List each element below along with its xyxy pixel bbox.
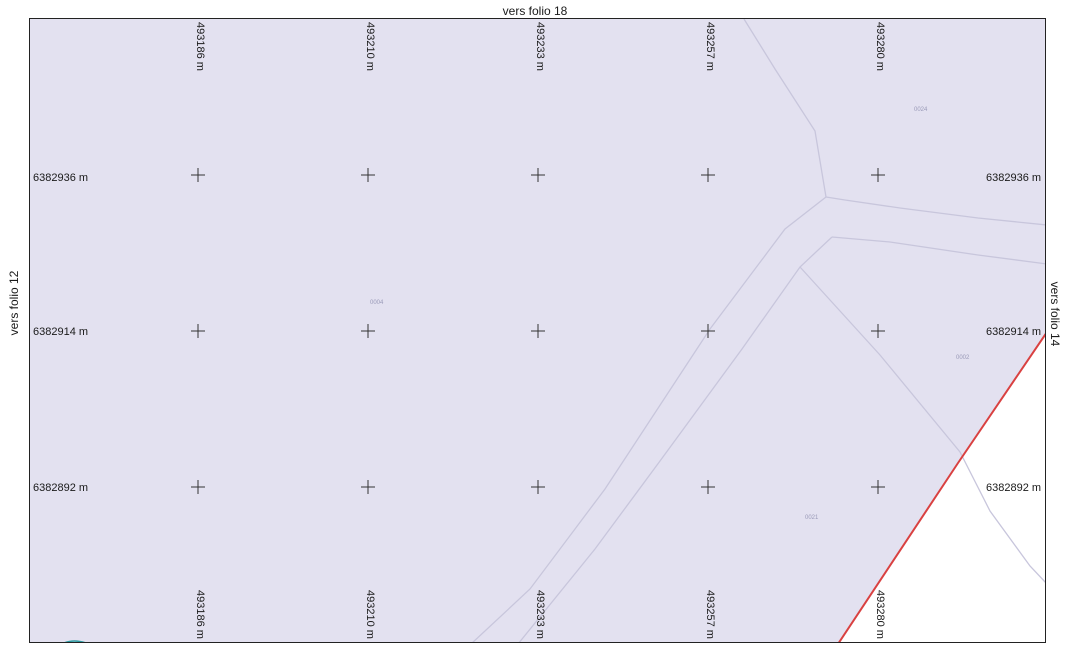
grid-crosses	[191, 168, 885, 494]
grid-cross-1-1	[191, 168, 205, 182]
parcel-label-0002[interactable]: 0002	[956, 355, 970, 361]
road-lines	[472, 19, 1045, 642]
road-line-5	[518, 236, 833, 642]
easting-top-4: 493257 m	[704, 22, 716, 71]
northing-right-3: 6382892 m	[986, 482, 1042, 494]
road-line-2	[825, 196, 1045, 226]
road-line-4	[831, 236, 1045, 265]
grid-cross-5-3	[871, 480, 885, 494]
grid-cross-1-3	[191, 480, 205, 494]
grid-cross-3-2	[531, 324, 545, 338]
parcel-divider	[799, 266, 1045, 583]
teal-mark	[64, 640, 86, 642]
edge-label-right: vers folio 14	[1048, 281, 1062, 347]
easting-top-3: 493233 m	[534, 22, 546, 71]
grid-cross-4-3	[701, 480, 715, 494]
northing-left-3: 6382892 m	[33, 482, 89, 494]
northing-left-1: 6382936 m	[33, 172, 89, 184]
easting-bottom-2: 493210 m	[364, 590, 376, 639]
boundary-line	[838, 333, 1045, 642]
northing-right-2: 6382914 m	[986, 326, 1042, 338]
grid-cross-2-2	[361, 324, 375, 338]
grid-cross-3-1	[531, 168, 545, 182]
map-frame[interactable]: 493186 m 493210 m 493233 m 493257 m 4932…	[29, 18, 1046, 643]
easting-bottom-3: 493233 m	[534, 590, 546, 639]
road-line-3	[472, 196, 827, 642]
easting-bottom-4: 493257 m	[704, 590, 716, 639]
grid-cross-5-2	[871, 324, 885, 338]
easting-top-2: 493210 m	[364, 22, 376, 71]
easting-bottom-5: 493280 m	[874, 590, 886, 639]
easting-top-1: 493186 m	[194, 22, 206, 71]
grid-cross-5-1	[871, 168, 885, 182]
grid-cross-1-2	[191, 324, 205, 338]
edge-label-left: vers folio 12	[7, 270, 21, 336]
parcel-label-0021[interactable]: 0021	[805, 515, 819, 521]
road-line-1	[743, 19, 827, 198]
easting-top-5: 493280 m	[874, 22, 886, 71]
northing-left-2: 6382914 m	[33, 326, 89, 338]
edge-label-top: vers folio 18	[502, 4, 568, 18]
grid-cross-4-2	[701, 324, 715, 338]
parcel-label-0024[interactable]: 0024	[914, 107, 928, 113]
map-canvas[interactable]	[30, 19, 1046, 643]
easting-bottom-1: 493186 m	[194, 590, 206, 639]
northing-right-1: 6382936 m	[986, 172, 1042, 184]
grid-cross-4-1	[701, 168, 715, 182]
grid-cross-2-3	[361, 480, 375, 494]
parcel-label-0004[interactable]: 0004	[370, 300, 384, 306]
grid-cross-3-3	[531, 480, 545, 494]
grid-cross-2-1	[361, 168, 375, 182]
